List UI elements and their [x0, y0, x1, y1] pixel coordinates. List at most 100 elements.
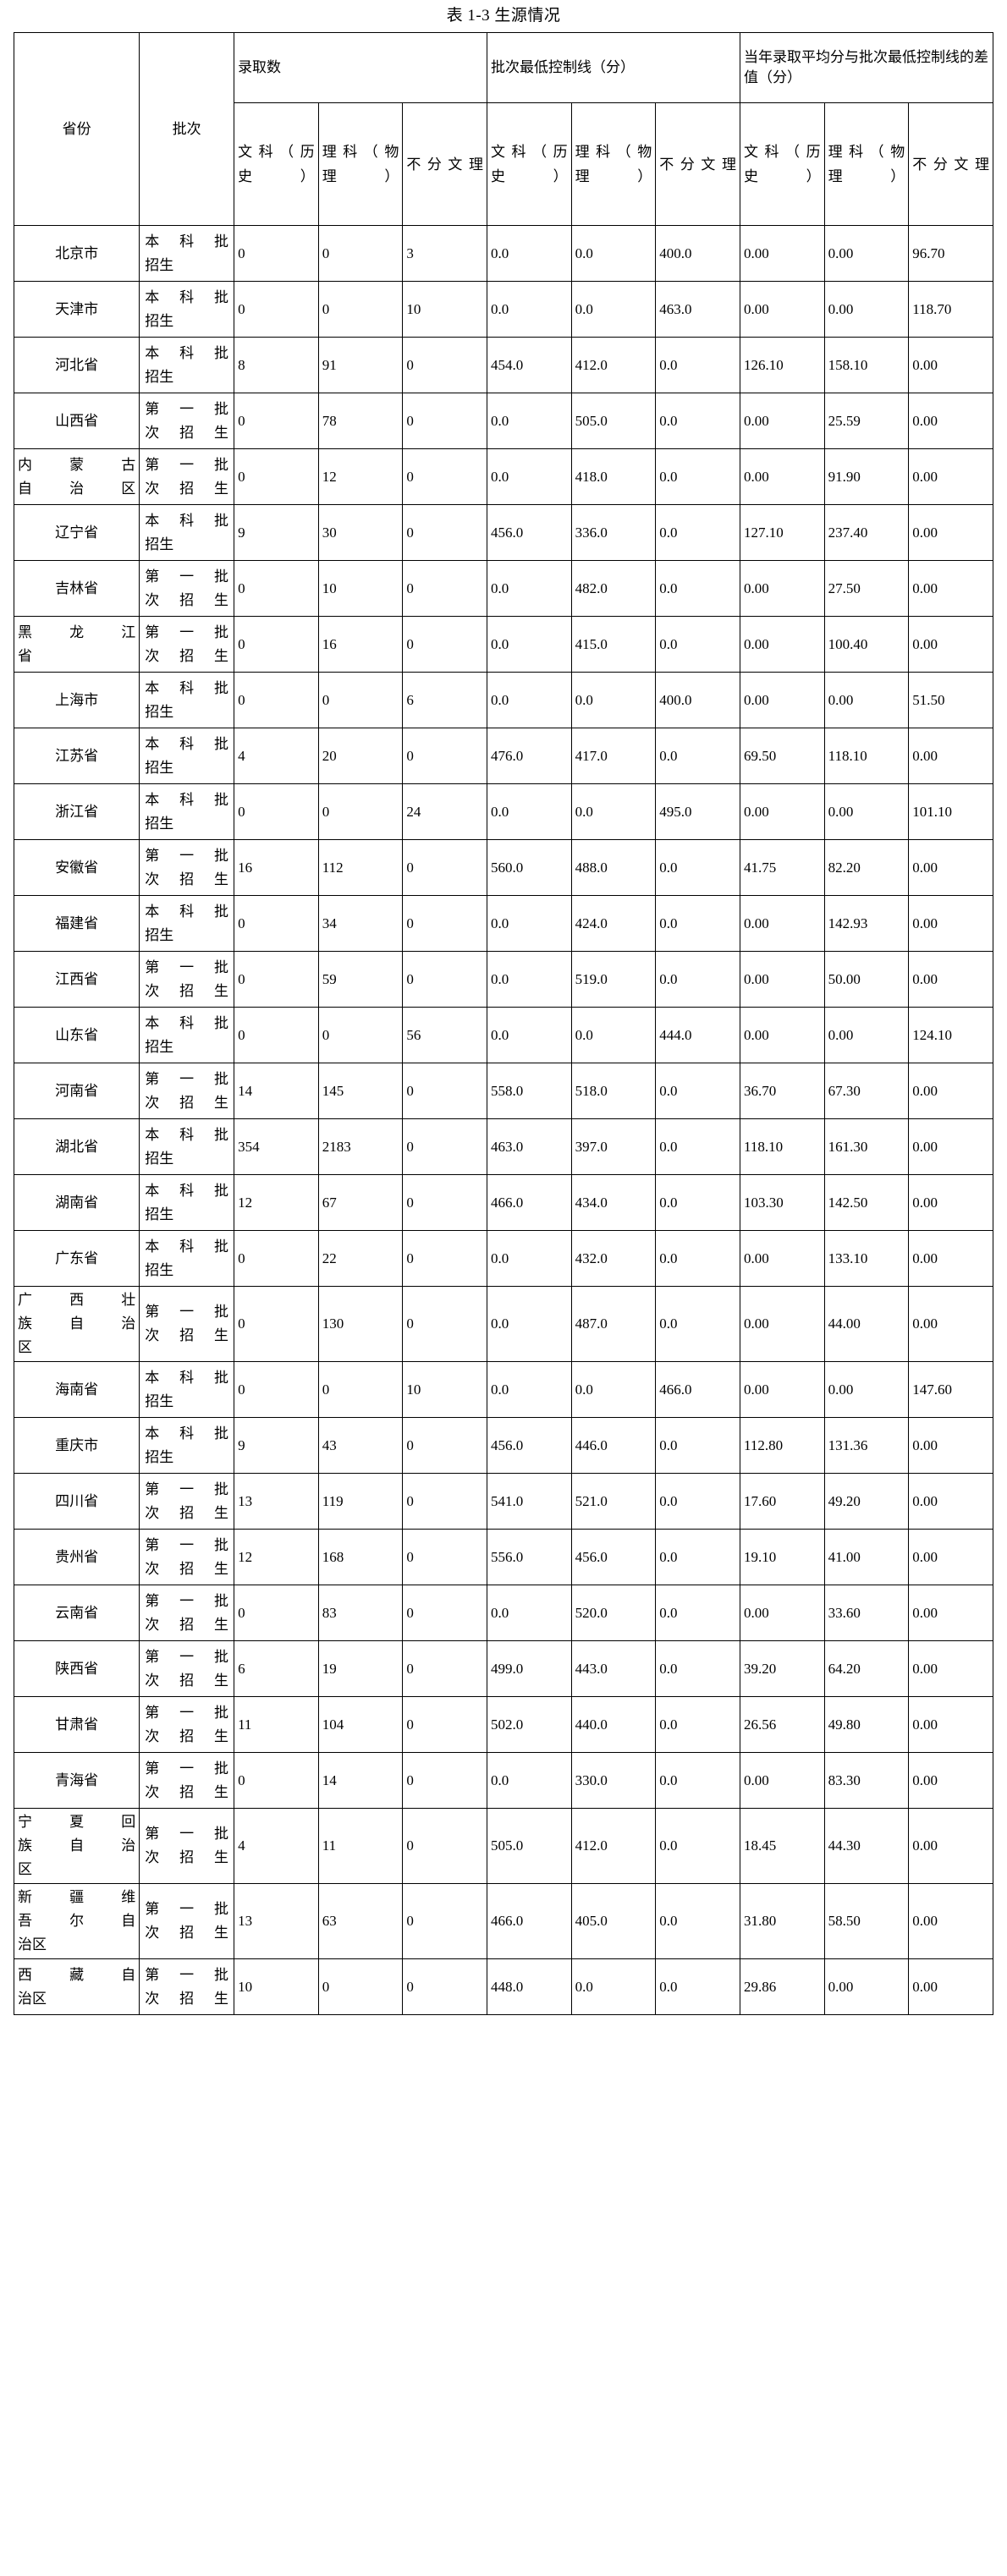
enrollment-liberal-cell: 12: [234, 1529, 319, 1585]
difference-combined-cell: 0.00: [908, 1640, 993, 1697]
cutoff-liberal-cell: 0.0: [486, 895, 572, 952]
cutoff-liberal-cell: 466.0: [486, 1174, 572, 1231]
difference-science-cell: 142.50: [823, 1174, 910, 1231]
province-label: 福建省: [55, 915, 99, 931]
table-row: 江西省 第一批 次招生 0 59 0 0.0 519.0 0.0 0.00 50.00 0.00: [13, 951, 993, 1008]
enrollment-combined-cell: 0: [402, 839, 487, 896]
table-row: 海南省 本科批 招生 0 0 10 0.0 0.0 466.0 0.00 0.00 147.60: [13, 1361, 993, 1418]
difference-combined-cell: 0.00: [908, 1118, 993, 1175]
enrollment-combined-cell: 24: [402, 783, 487, 840]
province-cell: 福建省: [13, 895, 140, 952]
difference-combined-cell: 0.00: [908, 728, 993, 784]
table-body: 北京市 本科批 招生 0 0 3 0.0 0.0 400.0 0.00 0.00 96.70 天津市 本科…: [13, 225, 993, 2015]
difference-science-cell: 44.30: [823, 1808, 910, 1884]
enrollment-combined-cell: 0: [402, 1230, 487, 1287]
province-label: 黑龙江: [18, 623, 136, 640]
province-label: 湖南省: [55, 1194, 99, 1211]
batch-cell: 第一批 次招生: [139, 839, 235, 896]
batch-cell: 本科批 招生: [139, 504, 235, 561]
province-label: 治区: [18, 1990, 47, 2007]
table-row: 山东省 本科批 招生 0 0 56 0.0 0.0 444.0 0.00 0.00 124.10: [13, 1007, 993, 1063]
cutoff-science-cell: 518.0: [570, 1063, 657, 1119]
difference-combined-cell: 0.00: [908, 504, 993, 561]
enrollment-liberal-cell: 9: [234, 1417, 319, 1474]
batch-label: 第一批: [145, 847, 229, 864]
cutoff-combined-cell: 0.0: [655, 1883, 740, 1959]
enrollment-science-cell: 43: [317, 1417, 404, 1474]
province-label: 广西壮: [18, 1292, 136, 1308]
difference-science-cell: 33.60: [823, 1585, 910, 1641]
header-batch: 批次: [139, 32, 235, 226]
header-sub-label: 不分文理: [406, 156, 483, 173]
batch-cell: 本科批 招生: [139, 783, 235, 840]
cutoff-liberal-cell: 454.0: [486, 337, 572, 393]
batch-cell: 第一批 次招生: [139, 1063, 235, 1119]
table-row: 青海省 第一批 次招生 0 14 0 0.0 330.0 0.0 0.00 83.30 0.00: [13, 1752, 993, 1809]
batch-label: 本科批: [145, 679, 229, 696]
cutoff-liberal-cell: 463.0: [486, 1118, 572, 1175]
enrollment-science-cell: 19: [317, 1640, 404, 1697]
cutoff-science-cell: 405.0: [570, 1883, 657, 1959]
province-label: 治区: [18, 1936, 47, 1953]
difference-combined-cell: 101.10: [908, 783, 993, 840]
difference-science-cell: 50.00: [823, 951, 910, 1008]
header-sub-label: 理科（物理）: [322, 144, 399, 184]
difference-science-cell: 142.93: [823, 895, 910, 952]
enrollment-science-cell: 59: [317, 951, 404, 1008]
batch-cell: 第一批 次招生: [139, 951, 235, 1008]
cutoff-liberal-cell: 0.0: [486, 951, 572, 1008]
difference-combined-cell: 0.00: [908, 1696, 993, 1753]
cutoff-liberal-cell: 0.0: [486, 560, 572, 617]
province-cell: 新疆维 吾尔自 治区: [13, 1883, 140, 1959]
province-cell: 河南省: [13, 1063, 140, 1119]
enrollment-liberal-cell: 0: [234, 895, 319, 952]
difference-liberal-cell: 0.00: [739, 1361, 825, 1418]
enrollment-combined-cell: 6: [402, 672, 487, 728]
difference-combined-cell: 0.00: [908, 448, 993, 505]
enrollment-liberal-cell: 8: [234, 337, 319, 393]
batch-cell: 本科批 招生: [139, 1007, 235, 1063]
province-label: 重庆市: [55, 1436, 99, 1453]
enrollment-liberal-cell: 0: [234, 1286, 319, 1362]
cutoff-liberal-cell: 541.0: [486, 1473, 572, 1530]
cutoff-science-cell: 456.0: [570, 1529, 657, 1585]
batch-label: 第一批: [145, 1592, 229, 1609]
header-sub-enroll-science: 理科（物理）: [317, 102, 404, 226]
enrollment-liberal-cell: 11: [234, 1696, 319, 1753]
table-row: 陕西省 第一批 次招生 6 19 0 499.0 443.0 0.0 39.20 64.20 0.00: [13, 1640, 993, 1697]
cutoff-science-cell: 443.0: [570, 1640, 657, 1697]
batch-label: 次招生: [145, 1560, 229, 1577]
batch-label: 次招生: [145, 1990, 229, 2007]
table-row: 江苏省 本科批 招生 4 20 0 476.0 417.0 0.0 69.50 118.10 0.00: [13, 728, 993, 784]
difference-combined-cell: 51.50: [908, 672, 993, 728]
batch-label: 招生: [145, 703, 174, 720]
header-sub-enroll-liberal: 文科（历史）: [234, 102, 319, 226]
difference-science-cell: 0.00: [823, 225, 910, 282]
province-label: 湖北省: [55, 1138, 99, 1155]
batch-label: 第一批: [145, 400, 229, 417]
table-row: 广东省 本科批 招生 0 22 0 0.0 432.0 0.0 0.00 133.10 0.00: [13, 1230, 993, 1287]
difference-science-cell: 0.00: [823, 1361, 910, 1418]
difference-liberal-cell: 0.00: [739, 1007, 825, 1063]
difference-combined-cell: 118.70: [908, 281, 993, 338]
cutoff-science-cell: 415.0: [570, 616, 657, 673]
enrollment-science-cell: 12: [317, 448, 404, 505]
difference-liberal-cell: 0.00: [739, 783, 825, 840]
cutoff-liberal-cell: 0.0: [486, 1752, 572, 1809]
cutoff-combined-cell: 0.0: [655, 448, 740, 505]
header-sub-label: 不分文理: [912, 156, 989, 173]
table-row: 山西省 第一批 次招生 0 78 0 0.0 505.0 0.0 0.00 25.59 0.00: [13, 393, 993, 449]
batch-label: 本科批: [145, 1238, 229, 1255]
header-sub-diff-science: 理科（物理）: [823, 102, 910, 226]
enrollment-liberal-cell: 0: [234, 560, 319, 617]
batch-label: 本科批: [145, 1126, 229, 1143]
cutoff-science-cell: 0.0: [570, 672, 657, 728]
province-label: 天津市: [55, 300, 99, 317]
header-sub-diff-combined: 不分文理: [908, 102, 993, 226]
province-label: 区: [18, 1339, 32, 1355]
cutoff-combined-cell: 0.0: [655, 1063, 740, 1119]
difference-combined-cell: 0.00: [908, 393, 993, 449]
province-cell: 辽宁省: [13, 504, 140, 561]
difference-liberal-cell: 0.00: [739, 895, 825, 952]
cutoff-science-cell: 432.0: [570, 1230, 657, 1287]
